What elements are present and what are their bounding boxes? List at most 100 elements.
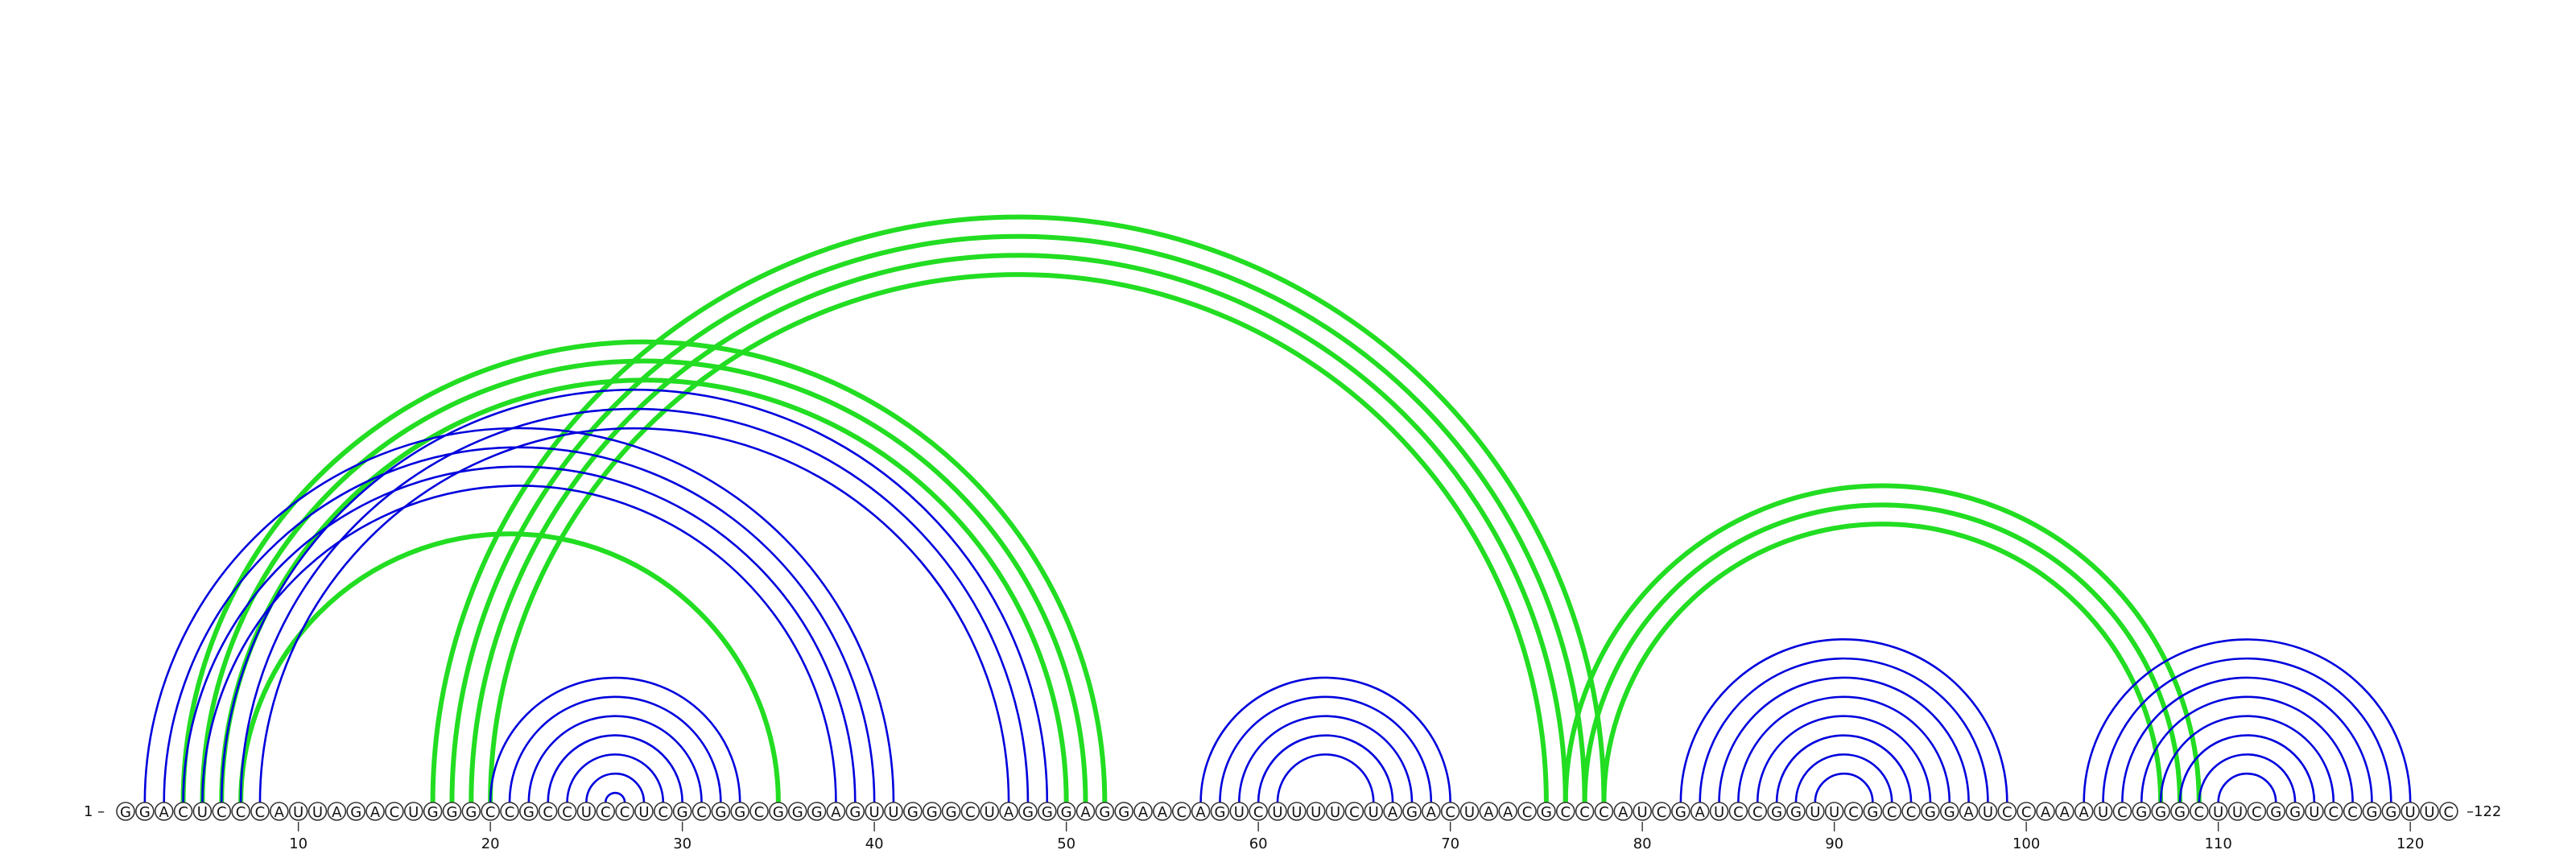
nucleotide: A bbox=[1075, 802, 1096, 821]
nucleotide-letter: U bbox=[2309, 804, 2319, 821]
nucleotide-letter: U bbox=[2232, 804, 2243, 821]
nucleotide: A bbox=[1498, 802, 1517, 821]
nucleotide-letter: A bbox=[2041, 804, 2051, 821]
nucleotide-circle bbox=[1249, 802, 1268, 821]
nucleotide-circle bbox=[2247, 802, 2267, 821]
nucleotide-letter: C bbox=[562, 804, 572, 821]
nucleotide-circle bbox=[2132, 802, 2152, 821]
nucleotide-circle bbox=[2017, 802, 2036, 821]
nucleotide: U bbox=[1824, 802, 1844, 821]
base-pair-arc bbox=[143, 427, 895, 803]
nucleotide: U bbox=[2208, 802, 2228, 821]
nucleotide-circle bbox=[960, 802, 980, 821]
nucleotide-letter: C bbox=[601, 804, 611, 821]
nucleotide: A bbox=[154, 802, 174, 821]
pseudoknot-arc bbox=[449, 233, 1587, 803]
nucleotide: A bbox=[999, 802, 1018, 821]
nucleotide: C bbox=[1594, 802, 1614, 821]
nucleotide: C bbox=[1171, 802, 1191, 821]
nucleotide-circle bbox=[1114, 802, 1133, 821]
nucleotide-circle bbox=[1153, 802, 1172, 821]
nucleotide-circle bbox=[1978, 802, 1998, 821]
nucleotide: C bbox=[173, 802, 193, 821]
nucleotide-circle bbox=[346, 802, 366, 821]
nucleotide-circle bbox=[884, 802, 903, 821]
base-pair-arc bbox=[1276, 753, 1375, 803]
nucleotide: U bbox=[288, 802, 308, 821]
nucleotide-letter: C bbox=[965, 804, 976, 821]
nucleotide-circle bbox=[1728, 802, 1748, 821]
nucleotide: G bbox=[1863, 802, 1883, 821]
nucleotide-circle bbox=[1056, 802, 1076, 821]
nucleotide-letter: C bbox=[1887, 804, 1897, 821]
nucleotide: G bbox=[519, 802, 539, 821]
nucleotide-letter: G bbox=[350, 804, 361, 821]
nucleotide-circle bbox=[1901, 802, 1921, 821]
nucleotide-circle bbox=[250, 802, 270, 821]
nucleotide-letter: G bbox=[446, 804, 457, 821]
nucleotide-circle bbox=[2343, 802, 2363, 821]
nucleotide: A bbox=[1690, 802, 1710, 821]
base-pair-arc bbox=[1756, 715, 1932, 803]
base-pair-arc bbox=[2217, 773, 2277, 803]
nucleotide-circle bbox=[2208, 802, 2228, 821]
nucleotide-letter: C bbox=[1445, 804, 1455, 821]
nucleotide: G bbox=[2362, 802, 2382, 821]
nucleotide-letter: C bbox=[696, 804, 707, 821]
nucleotide: U bbox=[1325, 802, 1345, 821]
nucleotide-circle bbox=[2439, 802, 2458, 821]
nucleotide-circle bbox=[1959, 802, 1979, 821]
nucleotide-letter: A bbox=[1004, 804, 1014, 821]
nucleotide-letter: A bbox=[2079, 804, 2090, 821]
nucleotide-circle bbox=[2227, 802, 2248, 821]
base-pair-arc bbox=[2140, 695, 2354, 803]
nucleotide-circle bbox=[288, 802, 308, 821]
nucleotide: G bbox=[807, 802, 827, 821]
nucleotide-letter: G bbox=[792, 804, 803, 821]
nucleotide-letter: C bbox=[2444, 804, 2454, 821]
nucleotide-letter: G bbox=[1790, 804, 1802, 821]
base-pair-arc bbox=[585, 773, 646, 803]
nucleotide-letter: C bbox=[1522, 804, 1533, 821]
nucleotide-letter: A bbox=[275, 804, 285, 821]
nucleotide: A bbox=[2036, 802, 2055, 821]
nucleotide-letter: U bbox=[1714, 804, 1724, 821]
nucleotide: A bbox=[2074, 802, 2094, 821]
nucleotide-circle bbox=[135, 802, 155, 821]
nucleotide: G bbox=[1786, 802, 1806, 821]
nucleotide-letter: U bbox=[1464, 804, 1475, 821]
base-pair-arc bbox=[1814, 773, 1874, 803]
base-pair-arc bbox=[1775, 734, 1913, 803]
nucleotide-letter: U bbox=[1234, 804, 1245, 821]
nucleotide: G bbox=[346, 802, 366, 821]
nucleotide: U bbox=[1709, 802, 1729, 821]
nucleotide-letter: C bbox=[1752, 804, 1763, 821]
base-pair-arcs bbox=[143, 214, 2412, 803]
nucleotide-circle bbox=[1344, 802, 1364, 821]
nucleotide-letter: U bbox=[581, 804, 592, 821]
base-pair-arc bbox=[1199, 676, 1451, 803]
nucleotide-circle bbox=[2074, 802, 2094, 821]
base-pair-arc bbox=[1737, 695, 1951, 803]
nucleotide: U bbox=[192, 802, 213, 821]
pseudoknot-arc bbox=[1601, 522, 2164, 803]
nucleotide: C bbox=[1652, 802, 1671, 821]
nucleotide-letter: C bbox=[2021, 804, 2032, 821]
base-pair-arc bbox=[527, 715, 703, 803]
base-pair-arc bbox=[239, 407, 1030, 803]
nucleotide-circle bbox=[519, 802, 539, 821]
nucleotide-circle bbox=[672, 802, 692, 821]
nucleotide-letter: G bbox=[715, 804, 726, 821]
base-pair-arc bbox=[1794, 753, 1893, 803]
nucleotide-circle bbox=[1882, 802, 1901, 821]
nucleotide-letter: G bbox=[1214, 804, 1225, 821]
base-pair-arc bbox=[2198, 753, 2297, 803]
nucleotide-letter: G bbox=[1118, 804, 1129, 821]
nucleotide-letter: C bbox=[2194, 804, 2205, 821]
nucleotide: A bbox=[365, 802, 385, 821]
nucleotide: C bbox=[1882, 802, 1901, 821]
nucleotide: C bbox=[2247, 802, 2267, 821]
base-pair-arc bbox=[1257, 734, 1394, 803]
pseudoknot-arc bbox=[219, 377, 1069, 803]
nucleotide: C bbox=[749, 802, 769, 821]
